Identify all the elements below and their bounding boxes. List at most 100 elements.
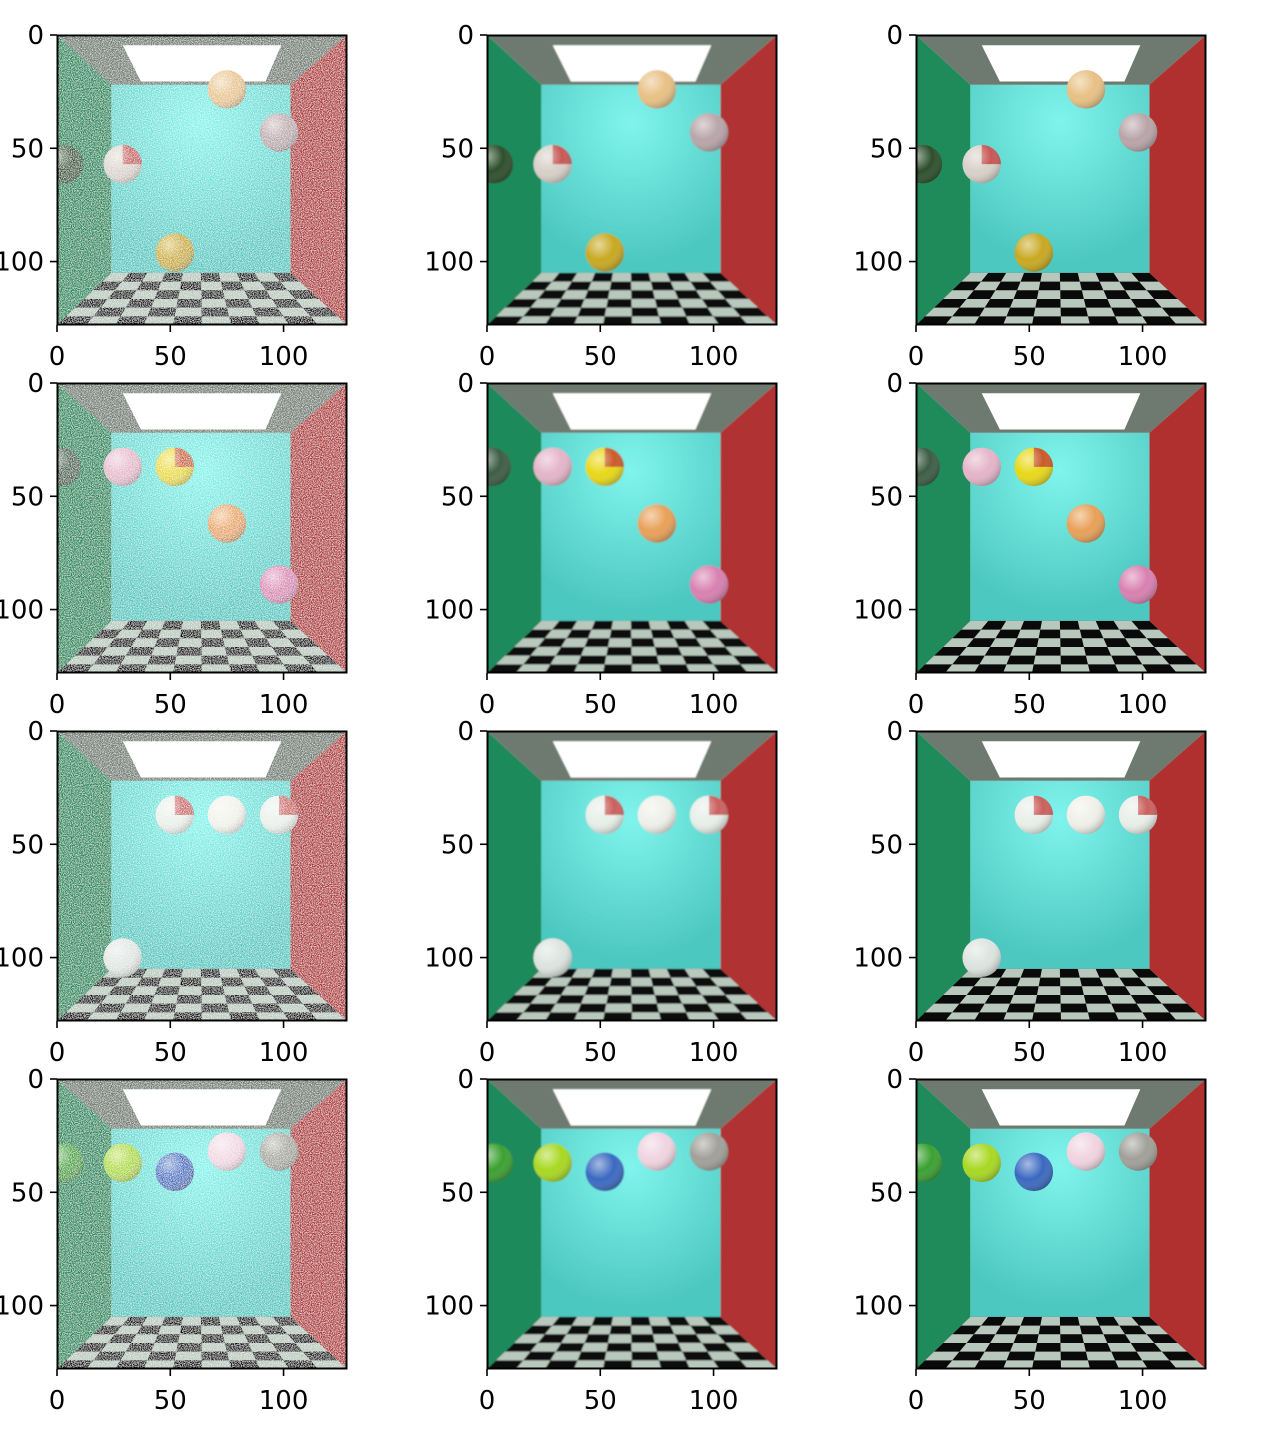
floor-tile xyxy=(1003,1360,1034,1369)
panel-r2-c3: 0 50 100 0 50 100 xyxy=(853,369,1207,720)
floor-tile xyxy=(256,316,289,325)
floor-tile xyxy=(1136,1351,1170,1361)
floor-tile xyxy=(961,620,989,630)
y-tick-label: 100 xyxy=(424,596,474,626)
floor-tile xyxy=(256,1012,289,1021)
y-tick-label: 0 xyxy=(886,21,903,51)
floor-tile xyxy=(1060,977,1082,987)
floor-tile xyxy=(280,281,310,291)
x-tick-label: 0 xyxy=(479,342,496,372)
y-tick-label: 100 xyxy=(853,944,903,974)
floor-tile xyxy=(990,986,1018,995)
floor-tile xyxy=(86,1012,121,1021)
floor-tile xyxy=(990,290,1018,299)
y-tick-label: 50 xyxy=(11,1178,44,1208)
back-wall xyxy=(111,84,291,273)
sphere-shading xyxy=(487,447,511,487)
floor-tile xyxy=(218,620,241,630)
floor-tile xyxy=(725,298,759,308)
floor-tile xyxy=(561,1334,589,1343)
sphere-shading xyxy=(207,70,247,109)
floor-tile xyxy=(1099,977,1126,987)
floor-tile xyxy=(514,290,545,299)
floor-tile xyxy=(181,968,202,978)
floor-tile xyxy=(707,307,741,317)
floor-tile xyxy=(114,281,142,291)
sphere-shading xyxy=(1066,795,1106,835)
floor-tile xyxy=(631,646,657,656)
floor-tile xyxy=(177,638,202,647)
floor-tile xyxy=(1107,994,1137,1004)
y-tick-label: 0 xyxy=(457,717,474,747)
floor-tile xyxy=(631,1360,661,1369)
floor-tile xyxy=(240,629,267,639)
floor-tile xyxy=(588,281,612,291)
light-panel xyxy=(552,1089,712,1126)
floor-tile xyxy=(120,655,152,665)
right-wall xyxy=(290,1079,347,1369)
floor-tile xyxy=(1000,620,1025,630)
sphere-shading xyxy=(155,233,195,272)
y-tick-label: 0 xyxy=(457,369,474,399)
floor-tile xyxy=(1169,1012,1206,1021)
y-tick-label: 50 xyxy=(11,830,44,860)
sphere-shading xyxy=(1118,565,1158,604)
sphere-shading xyxy=(1066,1132,1106,1171)
y-tick-label: 50 xyxy=(441,482,474,512)
light-panel xyxy=(552,45,712,82)
floor-tile xyxy=(280,977,310,987)
floor-tile xyxy=(1000,272,1025,282)
floor-tile xyxy=(266,638,296,647)
x-tick-label: 100 xyxy=(1118,1038,1168,1068)
sphere-shading xyxy=(533,144,572,184)
floor-tile xyxy=(120,307,152,317)
right-wall xyxy=(290,731,347,1021)
x-tick-label: 0 xyxy=(479,690,496,720)
floor-tile xyxy=(295,1342,329,1352)
y-tick-label: 50 xyxy=(11,134,44,164)
sphere-shading xyxy=(1014,795,1054,835)
floor-tile xyxy=(1060,994,1086,1004)
floor-tile xyxy=(1060,629,1082,639)
floor-tile xyxy=(218,1316,241,1326)
floor-tile xyxy=(530,1342,562,1352)
floor-tile xyxy=(144,1012,175,1021)
floor-tile xyxy=(943,290,974,299)
floor-tile xyxy=(201,977,223,987)
axes-frame xyxy=(486,730,778,1022)
y-tick-label: 0 xyxy=(27,1065,44,1095)
floor-tile xyxy=(141,1316,166,1326)
x-tick-label: 50 xyxy=(154,1386,187,1416)
floor-tile xyxy=(1107,1342,1137,1352)
floor-tile xyxy=(656,1003,687,1013)
floor-tile xyxy=(561,638,589,647)
y-tick-label: 0 xyxy=(27,369,44,399)
light-panel xyxy=(981,741,1141,778)
sphere-shading xyxy=(259,1132,299,1171)
light-panel xyxy=(552,741,712,778)
sphere-shading xyxy=(155,447,195,487)
sphere-shading xyxy=(1066,504,1106,543)
right-wall xyxy=(720,731,777,1021)
y-tick-label: 100 xyxy=(424,1292,474,1322)
floor-tile xyxy=(571,968,596,978)
x-tick-label: 100 xyxy=(689,1038,739,1068)
floor-tile xyxy=(979,307,1011,317)
floor-tile xyxy=(631,977,653,987)
floor-tile xyxy=(1085,1003,1116,1013)
floor-tile xyxy=(144,316,175,325)
floor-tile xyxy=(740,664,777,673)
floor-tile xyxy=(1169,1360,1206,1369)
floor-tile xyxy=(1154,298,1188,308)
floor-tile xyxy=(561,986,589,995)
sphere-shading xyxy=(487,144,514,184)
floor-tile xyxy=(1115,316,1148,325)
axes-frame xyxy=(486,1078,778,1370)
floor-tile xyxy=(1000,1316,1025,1326)
floor-tile xyxy=(1154,646,1188,656)
floor-tile xyxy=(131,290,159,299)
floor-tile xyxy=(656,655,687,665)
x-tick-label: 50 xyxy=(154,1038,187,1068)
floor-tile xyxy=(201,1342,227,1352)
sphere-shading xyxy=(1118,1132,1158,1171)
